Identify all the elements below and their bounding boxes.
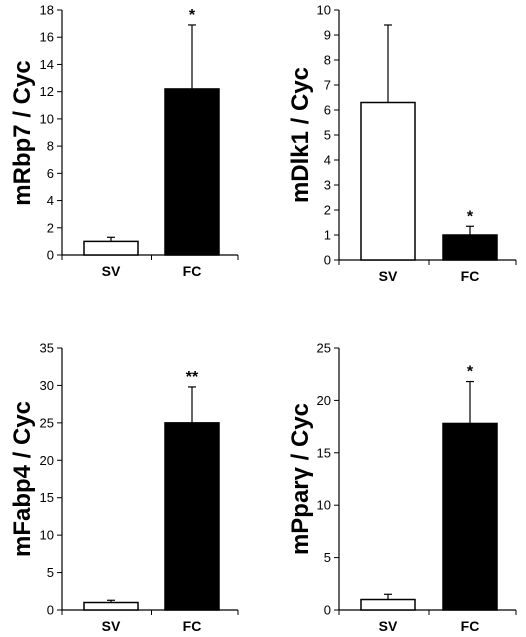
y-tick-label: 10 xyxy=(317,498,331,513)
y-tick-label: 9 xyxy=(324,28,331,43)
bar-fc xyxy=(164,422,220,611)
y-tick-label: 5 xyxy=(324,550,331,565)
significance-marker: * xyxy=(189,7,196,24)
x-category-label: FC xyxy=(183,263,202,279)
y-tick-label: 20 xyxy=(40,453,54,468)
chart-panel-4: 0 5 10 15 20 25 SV FC * mPparγ / Cyc xyxy=(287,341,517,634)
y-tick-label: 5 xyxy=(47,565,54,580)
y-tick-label: 1 xyxy=(324,228,331,243)
y-tick-label: 6 xyxy=(47,166,54,181)
x-category-label: SV xyxy=(102,618,121,634)
bar-fc xyxy=(442,422,498,611)
x-category-label: SV xyxy=(102,263,121,279)
y-tick-label: 4 xyxy=(324,153,331,168)
y-tick-label: 0 xyxy=(47,603,54,618)
y-tick-label: 7 xyxy=(324,78,331,93)
y-tick-label: 10 xyxy=(317,3,331,18)
y-tick-label: 15 xyxy=(317,445,331,460)
bar-sv xyxy=(360,101,416,261)
y-axis-label: mFabp4 / Cyc xyxy=(9,401,36,557)
bar-fc xyxy=(164,88,220,256)
y-tick-label: 6 xyxy=(324,103,331,118)
y-tick-label: 8 xyxy=(47,139,54,154)
y-tick-label: 12 xyxy=(40,84,54,99)
y-tick-label: 16 xyxy=(40,30,54,45)
bar-sv xyxy=(360,598,416,611)
chart-panel-2: 0 1 2 3 4 5 6 7 8 9 10 SV FC * mDlk1 / Cyc xyxy=(287,3,517,284)
y-tick-label: 10 xyxy=(40,111,54,126)
y-tick-label: 10 xyxy=(40,528,54,543)
chart-panel-1: 0 2 4 6 8 10 12 14 16 18 SV FC * mRbp7 / Cyc xyxy=(9,3,239,279)
significance-marker: * xyxy=(467,364,474,381)
x-category-label: FC xyxy=(461,618,480,634)
x-category-label: FC xyxy=(461,268,480,284)
y-tick-label: 5 xyxy=(324,128,331,143)
y-axis-label: mPparγ / Cyc xyxy=(287,403,314,555)
significance-marker: ** xyxy=(186,369,199,386)
y-axis-label: mRbp7 / Cyc xyxy=(9,60,36,205)
bar-fc xyxy=(442,234,498,261)
x-category-label: SV xyxy=(379,268,398,284)
y-tick-label: 2 xyxy=(47,220,54,235)
y-tick-label: 25 xyxy=(40,415,54,430)
y-tick-label: 35 xyxy=(40,341,54,356)
y-tick-label: 0 xyxy=(324,603,331,618)
y-tick-label: 2 xyxy=(324,203,331,218)
y-tick-label: 8 xyxy=(324,53,331,68)
bar-sv xyxy=(83,240,139,256)
y-tick-label: 0 xyxy=(47,248,54,263)
y-tick-label: 30 xyxy=(40,378,54,393)
y-axis-label: mDlk1 / Cyc xyxy=(287,67,314,203)
bar-sv xyxy=(83,601,139,611)
chart-panel-3: 0 5 10 15 20 25 30 35 SV FC ** mFabp4 / Cyc xyxy=(9,341,239,634)
y-tick-label: 20 xyxy=(317,393,331,408)
significance-marker: * xyxy=(467,208,474,225)
y-tick-label: 18 xyxy=(40,3,54,18)
y-tick-label: 14 xyxy=(40,57,54,72)
y-tick-label: 15 xyxy=(40,490,54,505)
y-tick-label: 25 xyxy=(317,341,331,356)
y-tick-label: 3 xyxy=(324,178,331,193)
y-tick-label: 0 xyxy=(324,253,331,268)
y-tick-label: 4 xyxy=(47,193,54,208)
x-category-label: SV xyxy=(379,618,398,634)
x-category-label: FC xyxy=(183,618,202,634)
